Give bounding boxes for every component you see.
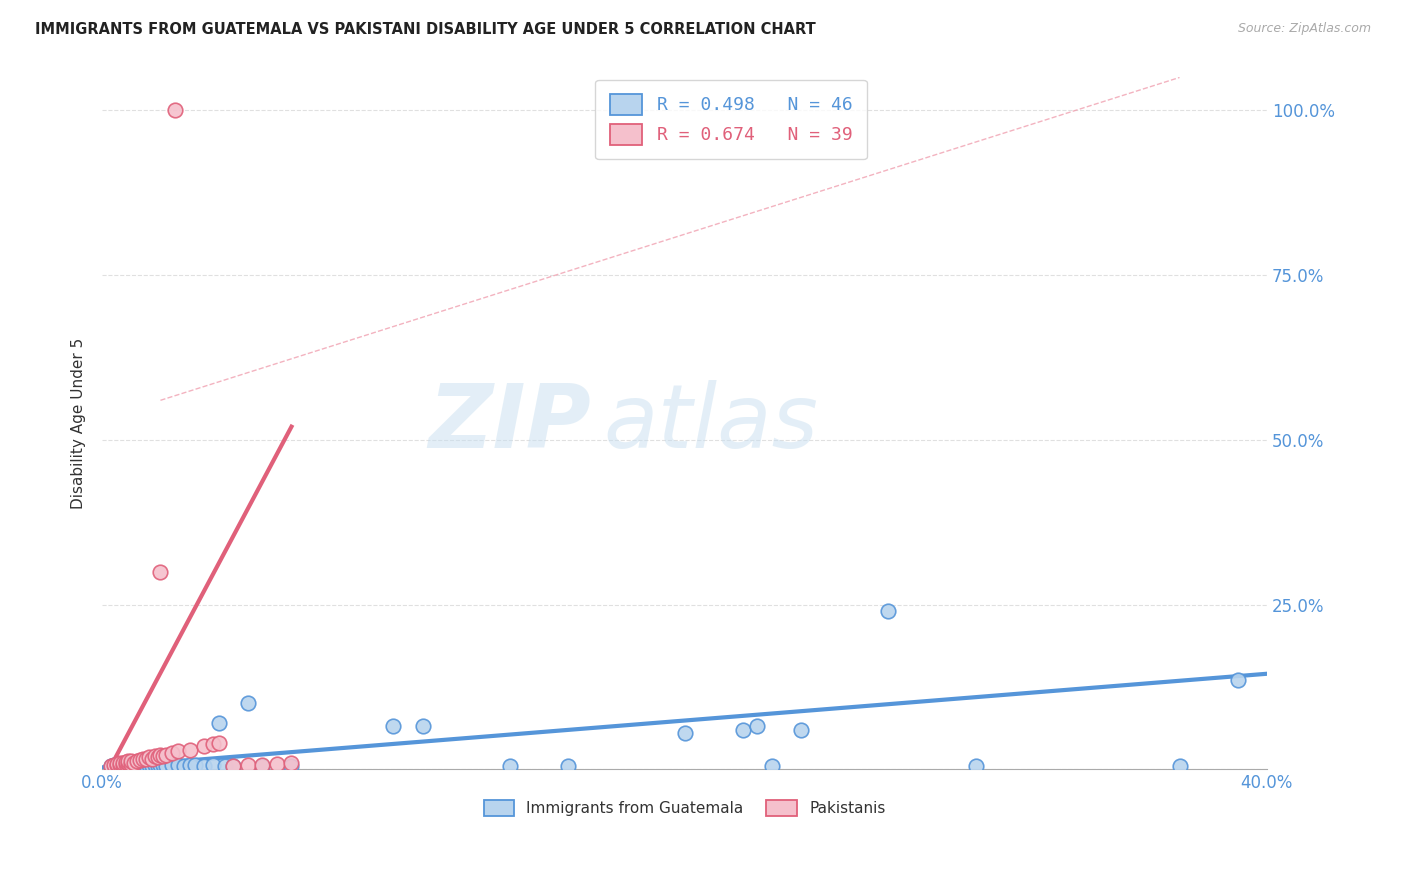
Point: [236, 758, 259, 772]
Point: [193, 759, 215, 773]
Text: IMMIGRANTS FROM GUATEMALA VS PAKISTANI DISABILITY AGE UNDER 5 CORRELATION CHART: IMMIGRANTS FROM GUATEMALA VS PAKISTANI D…: [35, 22, 815, 37]
Point: [105, 757, 128, 772]
Point: [127, 755, 149, 769]
Point: [179, 742, 201, 756]
Point: [731, 723, 754, 737]
Point: [132, 752, 155, 766]
Point: [673, 726, 696, 740]
Point: [103, 758, 125, 772]
Point: [280, 756, 302, 771]
Point: [100, 759, 122, 773]
Point: [222, 759, 245, 773]
Point: [965, 759, 987, 773]
Point: [152, 749, 174, 764]
Point: [411, 719, 433, 733]
Point: [127, 758, 149, 772]
Point: [149, 757, 172, 772]
Text: Source: ZipAtlas.com: Source: ZipAtlas.com: [1237, 22, 1371, 36]
Text: atlas: atlas: [603, 380, 818, 467]
Point: [108, 759, 131, 773]
Point: [160, 758, 183, 772]
Point: [184, 757, 207, 772]
Point: [167, 744, 190, 758]
Point: [100, 759, 122, 773]
Legend: Immigrants from Guatemala, Pakistanis: Immigrants from Guatemala, Pakistanis: [475, 793, 893, 824]
Point: [208, 716, 231, 731]
Point: [173, 759, 195, 773]
Point: [129, 753, 152, 767]
Point: [160, 746, 183, 760]
Point: [877, 604, 900, 618]
Point: [167, 757, 190, 772]
Point: [252, 759, 274, 773]
Point: [146, 750, 169, 764]
Point: [222, 759, 245, 773]
Point: [138, 750, 160, 764]
Point: [143, 749, 166, 764]
Point: [111, 757, 134, 772]
Point: [129, 757, 152, 772]
Point: [111, 757, 134, 772]
Point: [105, 757, 128, 772]
Point: [208, 736, 231, 750]
Point: [266, 757, 288, 772]
Point: [149, 747, 172, 762]
Point: [149, 565, 172, 579]
Point: [120, 757, 142, 772]
Point: [214, 759, 236, 773]
Point: [747, 719, 769, 733]
Point: [146, 759, 169, 773]
Point: [114, 758, 136, 772]
Point: [790, 723, 813, 737]
Point: [103, 758, 125, 772]
Point: [141, 752, 163, 766]
Point: [117, 757, 139, 772]
Point: [155, 759, 177, 773]
Point: [143, 758, 166, 772]
Point: [152, 758, 174, 772]
Point: [108, 758, 131, 772]
Text: ZIP: ZIP: [429, 380, 592, 467]
Point: [141, 759, 163, 773]
Point: [280, 759, 302, 773]
Point: [155, 747, 177, 762]
Point: [120, 754, 142, 768]
Point: [252, 757, 274, 772]
Point: [114, 757, 136, 772]
Point: [105, 757, 128, 772]
Point: [236, 697, 259, 711]
Point: [114, 755, 136, 769]
Point: [1168, 759, 1191, 773]
Point: [117, 756, 139, 771]
Point: [138, 757, 160, 772]
Point: [499, 759, 522, 773]
Point: [132, 759, 155, 773]
Point: [761, 759, 783, 773]
Point: [201, 737, 224, 751]
Point: [120, 757, 142, 772]
Point: [111, 756, 134, 770]
Point: [1226, 673, 1249, 688]
Point: [135, 758, 157, 772]
Point: [122, 759, 145, 773]
Point: [382, 719, 405, 733]
Point: [117, 755, 139, 769]
Point: [557, 759, 579, 773]
Y-axis label: Disability Age Under 5: Disability Age Under 5: [72, 338, 86, 509]
Point: [193, 739, 215, 754]
Point: [122, 756, 145, 770]
Point: [135, 752, 157, 766]
Point: [179, 758, 201, 772]
Point: [201, 758, 224, 772]
Point: [108, 756, 131, 771]
Point: [163, 103, 186, 118]
